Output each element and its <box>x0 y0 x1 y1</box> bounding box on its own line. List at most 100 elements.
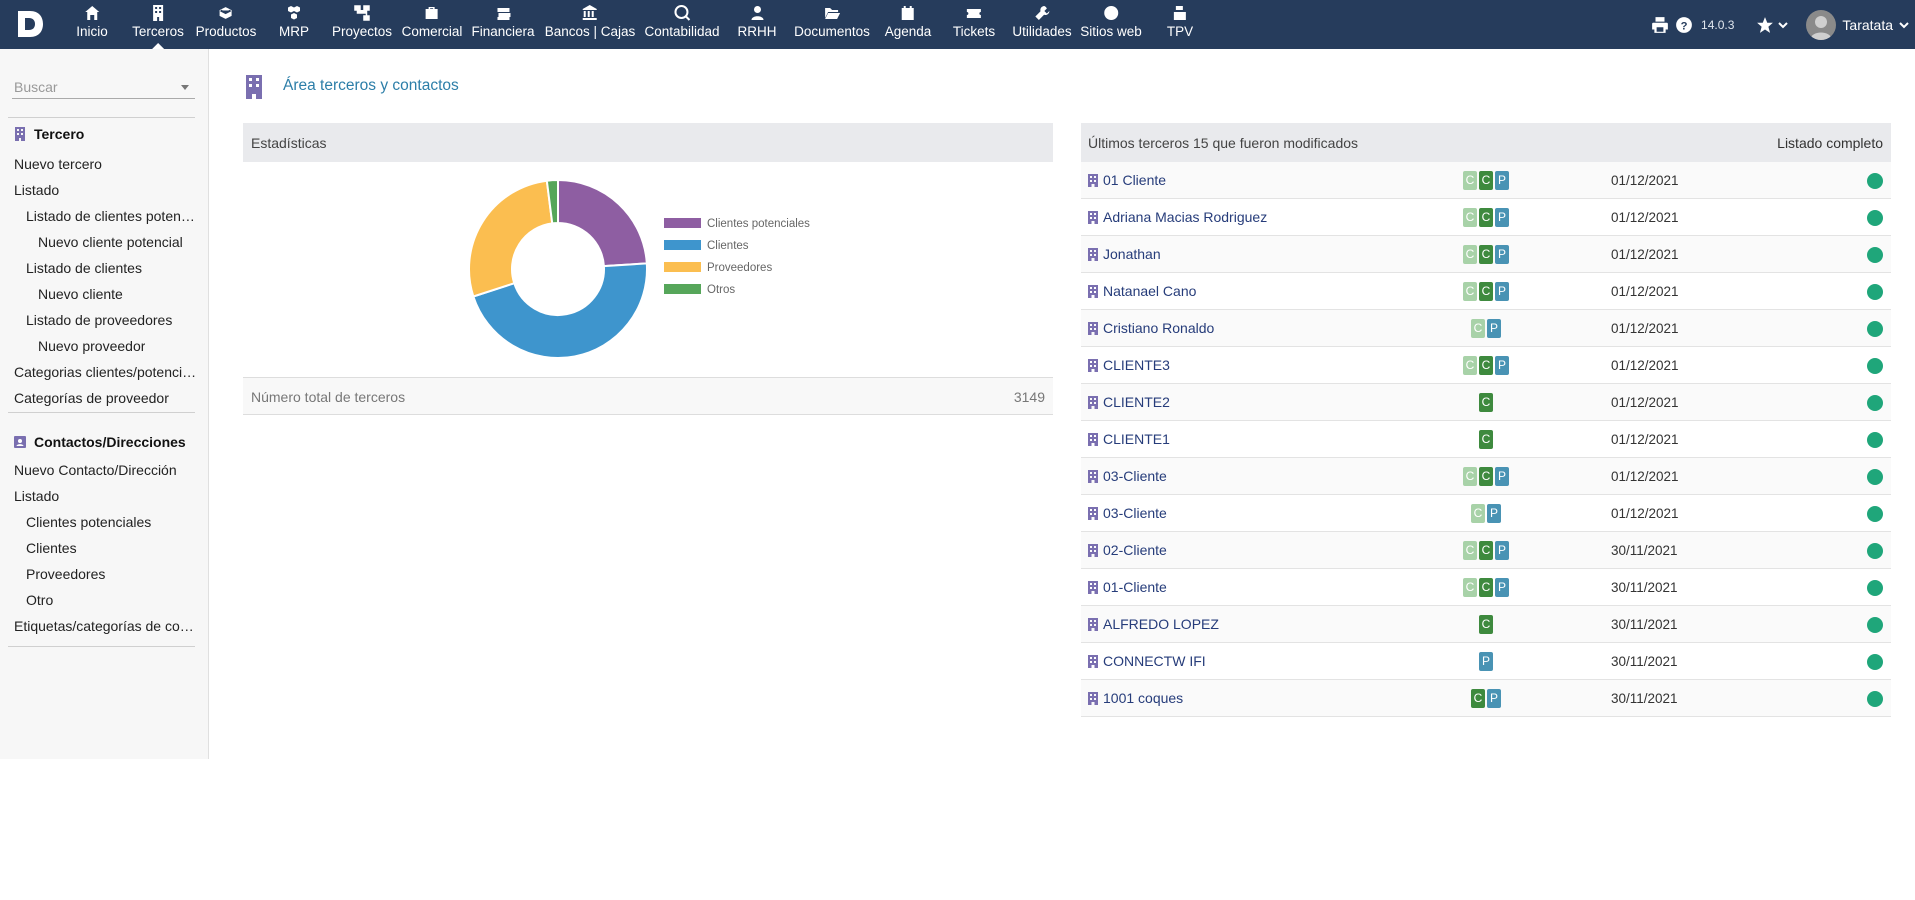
prospect-badge: C <box>1463 541 1477 560</box>
pie-slice-clientes[interactable] <box>472 262 648 359</box>
cube-icon <box>217 5 234 21</box>
menu-item-comercial[interactable]: Comercial <box>402 0 462 49</box>
search-select[interactable]: Buscar <box>12 77 195 99</box>
thirdparty-link[interactable]: CONNECTW IFI <box>1088 653 1206 669</box>
thirdparty-link[interactable]: ALFREDO LOPEZ <box>1088 616 1219 632</box>
sidebar-link-listado[interactable]: Listado <box>14 182 60 198</box>
thirdparty-link[interactable]: Cristiano Ronaldo <box>1088 320 1214 336</box>
sidebar-link-nuevo-contacto-direcci-n[interactable]: Nuevo Contacto/Dirección <box>14 462 177 478</box>
chevron-down-icon[interactable] <box>1778 20 1789 30</box>
sitemap-icon <box>354 5 370 21</box>
building-icon <box>1088 654 1098 668</box>
thirdparty-link[interactable]: CLIENTE3 <box>1088 357 1170 373</box>
avatar[interactable] <box>1806 9 1837 40</box>
thirdparty-link[interactable]: 01-Cliente <box>1088 579 1167 595</box>
divider <box>8 646 195 647</box>
prospect-badge: C <box>1463 578 1477 597</box>
menu-item-contabilidad[interactable]: Contabilidad <box>644 0 720 49</box>
sidebar-link-otro[interactable]: Otro <box>26 592 54 608</box>
menu-item-utilidades[interactable]: Utilidades <box>1012 0 1072 49</box>
sidebar-link-listado-de-clientes-potenciales[interactable]: Listado de clientes potenciales <box>26 208 196 224</box>
building-icon <box>1088 321 1098 335</box>
prospect-badge: C <box>1471 319 1485 338</box>
thirdparty-link[interactable]: Adriana Macias Rodriguez <box>1088 209 1267 225</box>
user-tie-icon <box>751 6 763 20</box>
sidebar-link-categor-as-de-proveedor[interactable]: Categorías de proveedor <box>14 390 169 406</box>
sidebar-link-listado[interactable]: Listado <box>14 488 60 504</box>
sidebar-link-clientes-potenciales[interactable]: Clientes potenciales <box>26 514 152 530</box>
building-icon <box>1088 506 1098 520</box>
dolibarr-logo[interactable] <box>14 8 46 40</box>
customer-badge: C <box>1479 393 1493 412</box>
thirdparty-link[interactable]: 03-Cliente <box>1088 505 1167 521</box>
thirdparty-link[interactable]: 03-Cliente <box>1088 468 1167 484</box>
menu-item-terceros[interactable]: Terceros <box>132 0 184 49</box>
thirdparty-name: 02-Cliente <box>1103 542 1167 558</box>
menu-item-financiera[interactable]: Financiera <box>471 0 535 49</box>
prospect-badge: C <box>1463 356 1477 375</box>
sidebar-link-nuevo-cliente[interactable]: Nuevo cliente <box>38 286 123 302</box>
status-active-icon <box>1867 469 1883 485</box>
menu-item-sitios-web[interactable]: Sitios web <box>1080 0 1142 49</box>
pie-slice-proveedores[interactable] <box>468 179 554 298</box>
thirdparty-section-title[interactable]: Tercero <box>14 126 84 142</box>
thirdparty-link[interactable]: CLIENTE1 <box>1088 431 1170 447</box>
thirdparty-link[interactable]: 01 Cliente <box>1088 172 1166 188</box>
total-row: Número total de terceros 3149 <box>243 377 1053 415</box>
total-value: 3149 <box>1013 389 1045 405</box>
menu-item-label: Inicio <box>76 24 108 39</box>
home-icon <box>84 6 99 20</box>
menu-item-tickets[interactable]: Tickets <box>953 0 995 49</box>
menu-item-agenda[interactable]: Agenda <box>885 0 931 49</box>
thirdparty-name: 03-Cliente <box>1103 468 1167 484</box>
help-icon[interactable]: ? <box>1675 16 1693 34</box>
user-chevron-icon[interactable] <box>1899 20 1909 30</box>
customer-badge: C <box>1479 467 1493 486</box>
sidebar-link-categorias-clientes-potenciales[interactable]: Categorias clientes/potenciales <box>14 364 197 380</box>
thirdparty-link[interactable]: 02-Cliente <box>1088 542 1167 558</box>
prospect-badge: C <box>1463 208 1477 227</box>
building-icon <box>1088 691 1098 705</box>
contacts-section-title[interactable]: Contactos/Direcciones <box>14 434 186 450</box>
thirdparty-link[interactable]: Jonathan <box>1088 246 1161 262</box>
menu-item-tpv[interactable]: TPV <box>1167 0 1193 49</box>
menu-item-bancos-cajas[interactable]: Bancos | Cajas <box>545 0 635 49</box>
user-name[interactable]: Taratata <box>1842 16 1893 33</box>
table-row: CLIENTE2 C 01/12/2021 <box>1081 384 1891 421</box>
pie-slice-otros[interactable] <box>545 178 559 225</box>
sidebar-link-nuevo-cliente-potencial[interactable]: Nuevo cliente potencial <box>38 234 183 250</box>
sidebar-link-clientes[interactable]: Clientes <box>26 540 77 556</box>
modified-date: 01/12/2021 <box>1611 284 1679 299</box>
print-icon[interactable] <box>1651 16 1669 34</box>
menu-item-mrp[interactable]: MRP <box>279 0 309 49</box>
customer-badge: C <box>1479 541 1493 560</box>
thirdparty-link[interactable]: 1001 coques <box>1088 690 1183 706</box>
supplier-badge: P <box>1495 541 1509 560</box>
menu-item-productos[interactable]: Productos <box>196 0 256 49</box>
sidebar-link-nuevo-proveedor[interactable]: Nuevo proveedor <box>38 338 146 354</box>
sidebar-link-listado-de-proveedores[interactable]: Listado de proveedores <box>26 312 173 328</box>
star-icon[interactable] <box>1756 16 1774 34</box>
sidebar-link-nuevo-tercero[interactable]: Nuevo tercero <box>14 156 102 172</box>
thirdparty-link[interactable]: Natanael Cano <box>1088 283 1196 299</box>
money-icon <box>497 8 510 20</box>
menu-item-documentos[interactable]: Documentos <box>794 0 870 49</box>
search-placeholder: Buscar <box>14 79 58 95</box>
pie-slice-clientes-potenciales[interactable] <box>557 178 648 268</box>
legend-label: Clientes potenciales <box>707 218 810 230</box>
menu-item-proyectos[interactable]: Proyectos <box>332 0 392 49</box>
version-label: 14.0.3 <box>1701 17 1735 32</box>
latest-thirdparties-panel: Últimos terceros 15 que fueron modificad… <box>1081 123 1891 717</box>
thirdparty-link[interactable]: CLIENTE2 <box>1088 394 1170 410</box>
menu-item-rrhh[interactable]: RRHH <box>738 0 777 49</box>
sidebar-link-listado-de-clientes[interactable]: Listado de clientes <box>26 260 142 276</box>
modified-date: 30/11/2021 <box>1611 580 1678 595</box>
sidebar-link-etiquetas-categor-as-de-contactos[interactable]: Etiquetas/categorías de contactos <box>14 618 197 634</box>
full-list-link[interactable]: Listado completo <box>1777 135 1883 151</box>
table-row: Cristiano Ronaldo C P 01/12/2021 <box>1081 310 1891 347</box>
sidebar-link-proveedores[interactable]: Proveedores <box>26 566 106 582</box>
menu-item-inicio[interactable]: Inicio <box>76 0 108 49</box>
status-active-icon <box>1867 617 1883 633</box>
